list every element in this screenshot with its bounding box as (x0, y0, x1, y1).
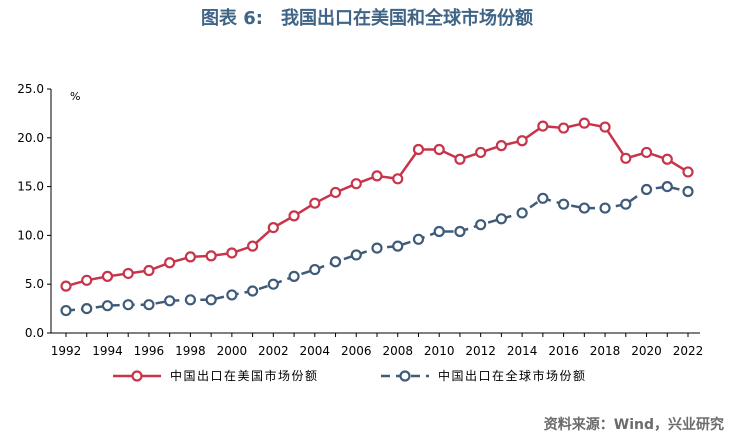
legend-marker (131, 370, 143, 382)
y-tick-label: 25.0 (17, 82, 44, 96)
global-share-point (164, 295, 176, 307)
global-share-point (516, 207, 528, 219)
us-share-point (475, 146, 487, 159)
us-share-point (226, 247, 238, 259)
us-share-point (247, 240, 259, 252)
us-share-point (640, 146, 653, 159)
global-share-point (682, 185, 694, 198)
global-share-point (226, 289, 238, 301)
x-tick-label: 2014 (507, 344, 538, 358)
x-tick-label: 2002 (258, 344, 289, 358)
global-share-point (412, 233, 425, 245)
us-share-point (205, 250, 217, 262)
global-share-point (267, 278, 279, 290)
figure-label: 图表 6: (201, 8, 263, 29)
us-share-point (164, 257, 176, 269)
y-axis-unit: % (70, 90, 80, 103)
us-share-point (309, 197, 321, 209)
global-share-point (60, 304, 72, 317)
y-tick-label: 0.0 (25, 326, 44, 340)
global-share-point (101, 300, 114, 312)
global-share-point (81, 303, 93, 315)
x-tick-label: 1992 (51, 344, 82, 358)
global-share-point (599, 202, 611, 214)
global-share-point (329, 256, 342, 268)
y-tick-label: 10.0 (17, 228, 44, 242)
x-tick-label: 2020 (631, 344, 662, 358)
x-tick-label: 2008 (382, 344, 413, 358)
global-share-point (661, 181, 673, 193)
x-tick-label: 2012 (465, 344, 496, 358)
global-share-point (454, 225, 466, 238)
us-share-point (371, 170, 383, 182)
global-share-point (350, 249, 362, 261)
us-share-point (578, 117, 590, 129)
us-share-point (454, 153, 466, 165)
figure-title-text: 我国出口在美国和全球市场份额 (281, 8, 533, 29)
us-share-point (122, 267, 134, 280)
us-share-point (329, 186, 342, 199)
source-note: 资料来源：Wind，兴业研究 (543, 417, 724, 433)
us-share-point (101, 270, 114, 282)
us-share-point (599, 121, 611, 133)
global-share-point (288, 270, 300, 282)
global-share-point (143, 299, 155, 311)
us-share-point (288, 210, 300, 222)
x-tick-label: 2016 (548, 344, 579, 358)
us-share-point (267, 221, 279, 234)
global-share-point (475, 219, 487, 231)
us-share-point (60, 280, 72, 292)
global-share-point (640, 183, 653, 196)
x-tick-label: 1994 (92, 344, 123, 358)
us-share-point (392, 173, 404, 185)
legend-label: 中国出口在美国市场份额 (170, 368, 319, 383)
us-share-point (620, 152, 632, 164)
global-share-point (620, 198, 632, 210)
figure-title: 图表 6: 我国出口在美国和全球市场份额 (0, 6, 734, 32)
us-share-point (143, 264, 155, 277)
us-share-point (516, 135, 528, 147)
global-share-point (433, 225, 445, 238)
x-tick-label: 2010 (424, 344, 455, 358)
global-share-point (309, 263, 321, 276)
global-share-point (371, 242, 383, 254)
us-share-point (433, 143, 445, 156)
x-tick-label: 2022 (673, 344, 704, 358)
x-tick-label: 2006 (341, 344, 372, 358)
us-share-point (495, 140, 507, 152)
y-tick-label: 5.0 (25, 277, 44, 291)
us-share-point (537, 120, 549, 132)
us-share-point (661, 153, 673, 165)
us-share-point (184, 251, 196, 263)
global-share-point (557, 198, 570, 210)
x-tick-label: 1998 (175, 344, 206, 358)
us-share-line (65, 121, 689, 288)
x-tick-label: 2000 (217, 344, 248, 358)
global-share-point (247, 285, 259, 297)
us-share-point (557, 122, 570, 134)
x-tick-label: 2004 (300, 344, 331, 358)
global-share-point (184, 294, 196, 306)
us-share-point (81, 274, 93, 286)
global-share-point (392, 240, 404, 252)
global-share-point (578, 202, 590, 214)
legend-label: 中国出口在全球市场份额 (438, 368, 587, 383)
global-share-point (537, 192, 549, 204)
global-share-point (205, 294, 217, 306)
global-share-point (495, 213, 507, 225)
us-share-point (412, 143, 425, 156)
us-share-point (350, 178, 362, 190)
legend-marker (399, 370, 411, 382)
global-share-point (122, 299, 134, 311)
y-tick-label: 20.0 (17, 131, 44, 145)
y-tick-label: 15.0 (17, 180, 44, 194)
x-tick-label: 1996 (134, 344, 165, 358)
x-tick-label: 2018 (590, 344, 621, 358)
us-share-point (682, 166, 694, 178)
